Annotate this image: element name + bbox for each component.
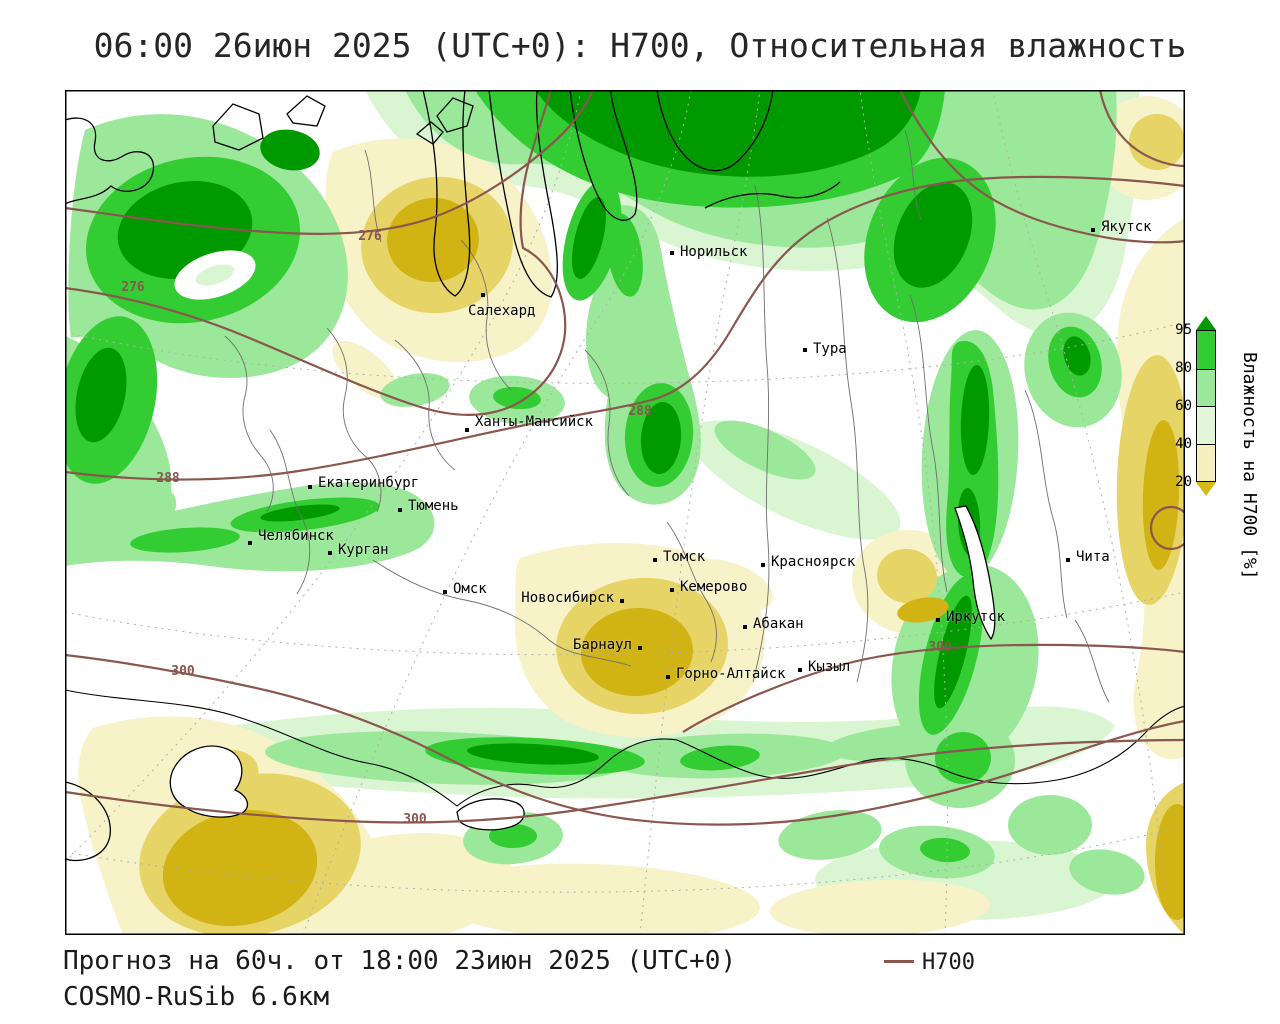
humidity-colorbar: 95 80 60 40 20 Влажность на H700 [%] xyxy=(1175,316,1260,580)
state-borders-layer xyxy=(65,689,1185,807)
forecast-text: Прогноз на 60ч. от 18:00 23июн 2025 (UTC… xyxy=(63,946,737,976)
colorbar-body xyxy=(1196,330,1216,482)
colorbar-tick-label: 40 xyxy=(1175,436,1192,452)
colorbar-arrow-up xyxy=(1196,316,1216,330)
map-frame xyxy=(65,90,1185,935)
legend-label: H700 xyxy=(922,950,975,975)
region-borders-layer xyxy=(224,129,1110,703)
h700-line-sample xyxy=(884,959,914,963)
colorbar-segment xyxy=(1197,406,1215,444)
colorbar-tick-label: 60 xyxy=(1175,398,1192,414)
colorbar-axis-label: Влажность на H700 [%] xyxy=(1239,352,1260,580)
map-title: 06:00 26июн 2025 (UTC+0): H700, Относите… xyxy=(93,26,1187,65)
coastline-layer xyxy=(65,90,996,862)
model-text: COSMO-RuSib 6.6км xyxy=(63,982,330,1012)
colorbar-segment xyxy=(1197,443,1215,481)
colorbar-segment xyxy=(1197,331,1215,369)
graticule-layer xyxy=(65,90,1185,935)
weather-map-svg xyxy=(65,90,1185,935)
colorbar-tick-label: 95 xyxy=(1175,322,1192,338)
contour-legend: H700 xyxy=(884,950,975,975)
colorbar-tick-label: 20 xyxy=(1175,474,1192,490)
map-container: 276 276 288 288 300 300 300 Норильск Салехард Ту… xyxy=(65,90,1185,935)
colorbar-arrow-down xyxy=(1196,482,1216,496)
humidity-dark-layer xyxy=(75,90,1091,765)
h700-contour-layer xyxy=(65,90,1185,826)
colorbar-segment xyxy=(1197,368,1215,406)
colorbar-tick-label: 80 xyxy=(1175,360,1192,376)
